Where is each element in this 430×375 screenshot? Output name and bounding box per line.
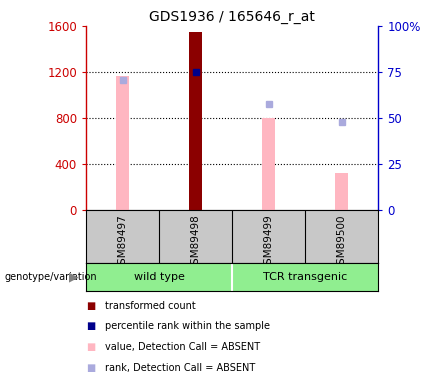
Bar (335, 173, 348, 210)
Bar (189, 32, 202, 210)
Text: ▶: ▶ (69, 270, 78, 283)
Text: GSM89497: GSM89497 (117, 214, 128, 271)
Title: GDS1936 / 165646_r_at: GDS1936 / 165646_r_at (149, 10, 315, 24)
Text: ■: ■ (86, 321, 95, 331)
Text: GSM89498: GSM89498 (190, 214, 201, 271)
Text: ■: ■ (86, 342, 95, 352)
Bar (262, 118, 275, 210)
Text: percentile rank within the sample: percentile rank within the sample (105, 321, 270, 331)
Text: ■: ■ (86, 301, 95, 310)
Text: GSM89500: GSM89500 (337, 214, 347, 271)
Bar (116, 76, 129, 210)
Text: genotype/variation: genotype/variation (4, 272, 97, 282)
Text: value, Detection Call = ABSENT: value, Detection Call = ABSENT (105, 342, 261, 352)
Text: wild type: wild type (134, 272, 184, 282)
Text: rank, Detection Call = ABSENT: rank, Detection Call = ABSENT (105, 363, 255, 372)
Text: TCR transgenic: TCR transgenic (263, 272, 347, 282)
Text: ■: ■ (86, 363, 95, 372)
Text: transformed count: transformed count (105, 301, 196, 310)
Text: GSM89499: GSM89499 (264, 214, 274, 271)
